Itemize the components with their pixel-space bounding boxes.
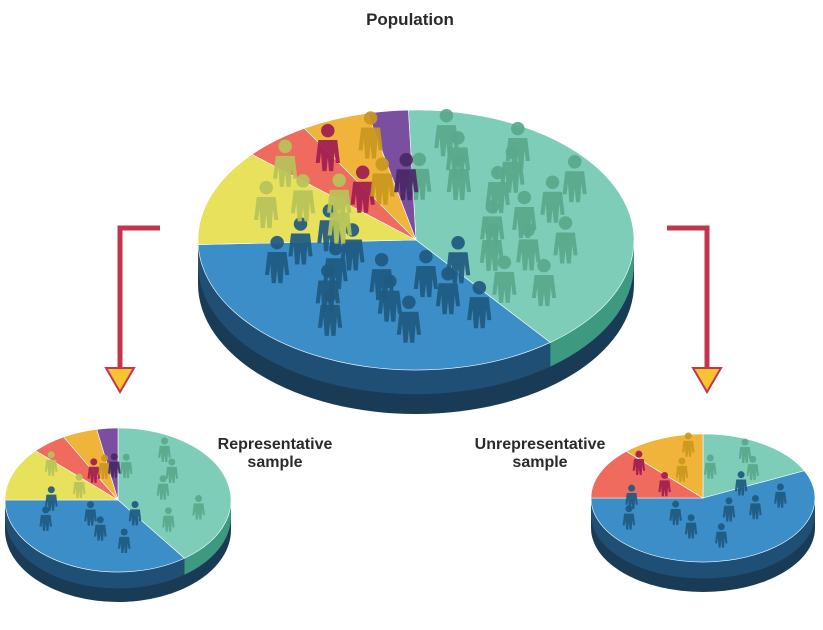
representative-label-text: Representative sample xyxy=(218,436,333,471)
arrow-to-representative xyxy=(106,228,160,392)
population-label: Population xyxy=(330,10,490,30)
representative-sample-label: Representative sample xyxy=(205,436,345,473)
arrow-line xyxy=(667,228,707,372)
unrepresentative-sample-label: Unrepresentative sample xyxy=(452,436,628,473)
arrow-to-unrepresentative xyxy=(667,228,721,392)
unrepresentative-label-text: Unrepresentative sample xyxy=(475,436,606,471)
arrow-head xyxy=(106,368,134,392)
arrow-head xyxy=(693,368,721,392)
arrow-line xyxy=(120,228,160,372)
